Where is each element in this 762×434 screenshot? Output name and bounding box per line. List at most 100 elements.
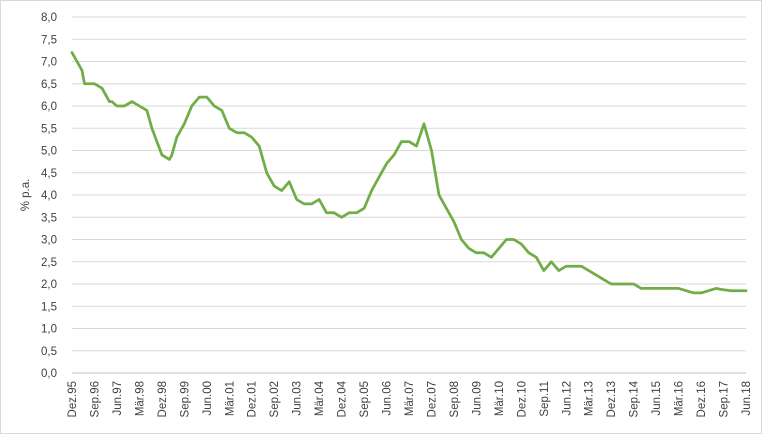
data-point xyxy=(318,198,320,201)
x-tick-label: Sep.11 xyxy=(539,381,551,417)
data-point xyxy=(445,207,448,210)
data-point xyxy=(730,289,732,292)
x-tick-label: Dez.10 xyxy=(516,381,528,417)
x-tick-label: Mär.01 xyxy=(224,381,236,416)
data-point xyxy=(483,251,485,254)
data-point xyxy=(71,51,73,54)
x-tick-label: Jun.18 xyxy=(741,381,753,416)
data-point xyxy=(86,82,88,85)
data-point xyxy=(520,243,523,245)
data-point xyxy=(303,203,306,205)
data-point xyxy=(722,288,725,291)
data-point xyxy=(527,251,530,254)
x-tick-label: Sep.02 xyxy=(269,381,281,417)
y-tick-label: 7,0 xyxy=(41,57,57,69)
data-point xyxy=(453,220,455,223)
data-point xyxy=(123,105,126,107)
data-point xyxy=(228,127,231,130)
data-point xyxy=(76,60,78,63)
data-point xyxy=(220,109,223,112)
data-point xyxy=(715,287,717,290)
x-tick-label: Mär.07 xyxy=(404,381,416,416)
data-point xyxy=(475,251,478,254)
data-point xyxy=(700,292,702,294)
data-point xyxy=(692,292,695,294)
data-point xyxy=(423,122,425,125)
data-point xyxy=(617,283,620,285)
data-point xyxy=(93,82,96,85)
data-point xyxy=(505,238,508,241)
y-tick-label: 6,0 xyxy=(41,101,57,113)
y-tick-label: 0,5 xyxy=(41,346,57,358)
data-point xyxy=(168,158,171,161)
x-tick-label: Mär.04 xyxy=(314,380,326,416)
data-point xyxy=(111,100,113,103)
data-point xyxy=(378,176,380,179)
y-tick-label: 2,5 xyxy=(41,257,57,269)
data-point xyxy=(640,287,643,290)
data-point xyxy=(557,269,560,272)
data-point xyxy=(677,287,680,290)
data-point xyxy=(198,96,201,98)
x-tick-label: Dez.01 xyxy=(247,381,259,417)
data-point xyxy=(348,211,350,214)
x-tick-label: Sep.05 xyxy=(359,381,371,417)
y-tick-label: 4,5 xyxy=(41,168,57,180)
x-tick-label: Dez.95 xyxy=(67,381,79,417)
data-point xyxy=(565,265,568,268)
y-tick-label: 0,0 xyxy=(41,368,57,380)
data-point xyxy=(430,149,433,152)
data-point xyxy=(400,140,403,143)
data-point xyxy=(498,247,500,250)
x-tick-label: Jun.03 xyxy=(292,381,304,416)
data-point xyxy=(250,136,253,139)
data-point xyxy=(550,260,553,263)
data-point xyxy=(602,278,605,281)
data-point xyxy=(415,145,418,148)
data-point xyxy=(295,198,298,201)
data-point xyxy=(632,283,635,285)
data-point xyxy=(243,131,246,134)
y-tick-label: 3,5 xyxy=(41,212,57,224)
x-tick-label: Dez.07 xyxy=(426,381,438,417)
data-point xyxy=(610,283,613,285)
data-point xyxy=(460,238,463,241)
data-point xyxy=(83,82,86,85)
data-point xyxy=(572,265,575,268)
y-tick-label: 1,5 xyxy=(41,301,57,313)
data-point xyxy=(108,100,111,103)
data-point xyxy=(685,289,687,292)
y-tick-label: 5,5 xyxy=(41,123,57,135)
data-point xyxy=(146,109,148,112)
data-point xyxy=(363,207,365,210)
data-point xyxy=(280,189,283,192)
data-point xyxy=(273,185,276,188)
y-tick-label: 1,0 xyxy=(41,324,57,336)
x-tick-label: Mär.13 xyxy=(584,381,596,416)
y-axis-ticks: 0,0 0,5 1,0 1,5 2,0 2,5 3,0 3,5 4,0 4,5 5,0 5,5 6,0 6… xyxy=(41,12,57,380)
data-point xyxy=(265,171,268,174)
data-point xyxy=(512,238,515,241)
data-point xyxy=(490,256,493,259)
data-point xyxy=(408,140,410,143)
data-point xyxy=(468,247,470,250)
data-point xyxy=(438,194,440,196)
series-line xyxy=(70,51,748,295)
data-point xyxy=(355,211,358,214)
data-point xyxy=(393,154,395,156)
x-tick-label: Sep.99 xyxy=(179,381,191,417)
data-point xyxy=(131,100,133,103)
data-point xyxy=(258,145,261,148)
data-point xyxy=(138,105,141,107)
x-tick-label: Jun.97 xyxy=(112,381,124,416)
data-point xyxy=(156,140,158,143)
data-point xyxy=(213,105,216,107)
x-tick-label: Dez.04 xyxy=(337,380,349,417)
y-tick-label: 8,0 xyxy=(41,12,57,24)
data-point xyxy=(542,269,545,272)
data-point xyxy=(81,69,83,72)
data-point xyxy=(340,216,343,219)
y-axis-label: % p.a. xyxy=(20,179,32,212)
